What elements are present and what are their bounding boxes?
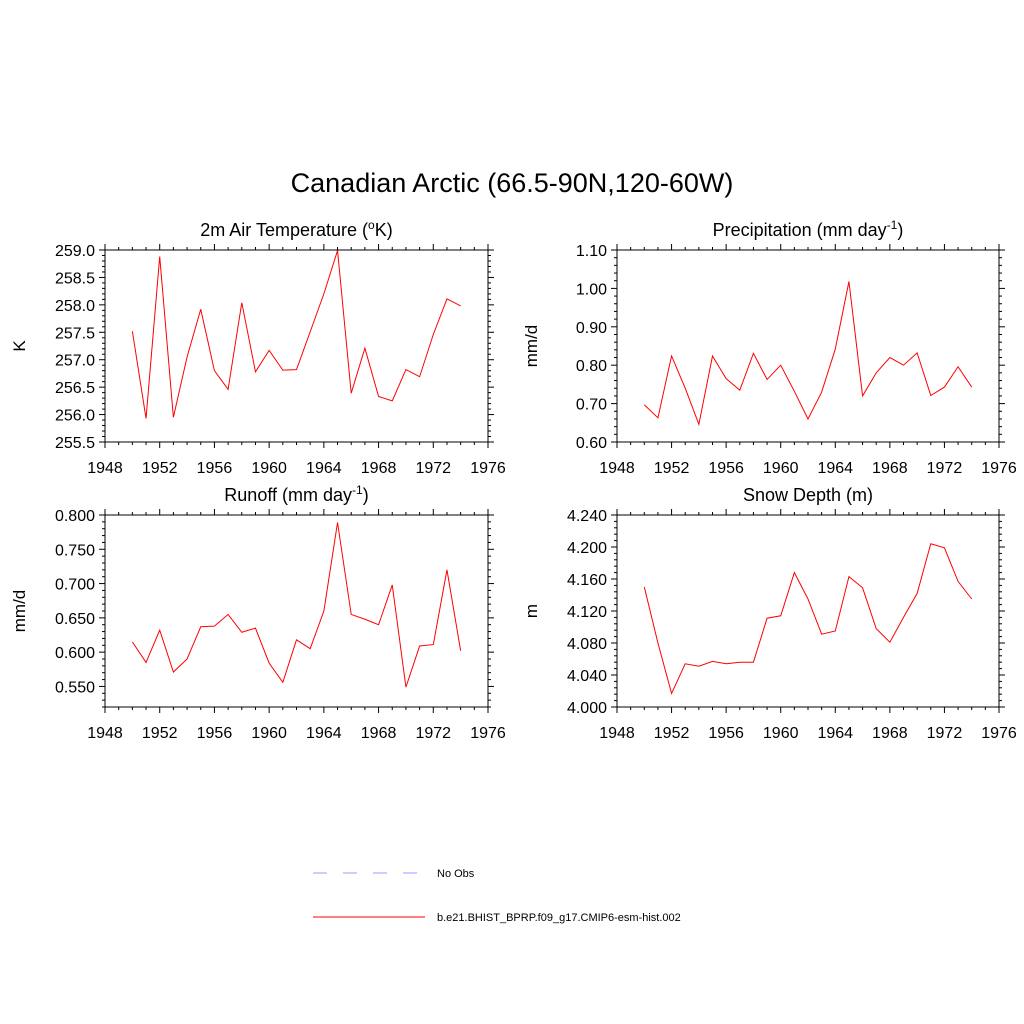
y-tick-label: 0.90 bbox=[576, 320, 607, 337]
y-tick-label: 255.5 bbox=[55, 435, 95, 452]
x-tick-label: 1964 bbox=[817, 725, 853, 742]
x-tick-label: 1968 bbox=[361, 725, 397, 742]
plot-frame bbox=[616, 514, 1000, 708]
x-tick-label: 1976 bbox=[981, 725, 1017, 742]
y-tick-label: 0.80 bbox=[576, 358, 607, 375]
x-tick-label: 1948 bbox=[599, 725, 635, 742]
y-tick-label: 4.160 bbox=[567, 572, 607, 589]
x-tick-label: 1972 bbox=[415, 725, 451, 742]
x-tick-label: 1976 bbox=[981, 460, 1017, 477]
panel-title: 2m Air Temperature (oK) bbox=[200, 218, 392, 240]
x-tick-label: 1960 bbox=[763, 725, 799, 742]
x-tick-label: 1956 bbox=[197, 725, 233, 742]
y-tick-label: 4.120 bbox=[567, 604, 607, 621]
x-tick-label: 1976 bbox=[470, 725, 506, 742]
y-tick-label: 4.240 bbox=[567, 508, 607, 525]
series-line bbox=[643, 281, 973, 427]
y-tick-label: 258.5 bbox=[55, 270, 95, 287]
y-tick-label: 0.650 bbox=[55, 611, 95, 628]
x-tick-label: 1952 bbox=[142, 460, 178, 477]
y-axis-label: K bbox=[10, 340, 29, 352]
panel-title: Precipitation (mm day-1) bbox=[713, 218, 904, 240]
y-tick-label: 256.5 bbox=[55, 380, 95, 397]
x-tick-label: 1972 bbox=[927, 460, 963, 477]
x-tick-label: 1968 bbox=[872, 725, 908, 742]
x-tick-label: 1968 bbox=[872, 460, 908, 477]
x-tick-label: 1952 bbox=[654, 460, 690, 477]
y-tick-label: 4.040 bbox=[567, 668, 607, 685]
y-tick-label: 4.200 bbox=[567, 540, 607, 557]
x-tick-label: 1960 bbox=[251, 460, 287, 477]
series-line bbox=[131, 522, 462, 688]
plot-frame bbox=[616, 249, 1000, 443]
panel-snow-depth: 1948 1952 1956 1960 1964 1968 1972 1976 4.000 4.0… bbox=[522, 485, 1017, 742]
x-tick-label: 1976 bbox=[470, 460, 506, 477]
y-axis-label: mm/d bbox=[522, 325, 541, 368]
y-tick-label: 0.700 bbox=[55, 577, 95, 594]
y-tick-label: 0.600 bbox=[55, 645, 95, 662]
legend: No Obs b.e21.BHIST_BPRP.f09_g17.CMIP6-es… bbox=[313, 868, 681, 924]
legend-label-model: b.e21.BHIST_BPRP.f09_g17.CMIP6-esm-hist.… bbox=[437, 912, 681, 924]
y-tick-label: 1.10 bbox=[576, 243, 607, 260]
x-tick-label: 1956 bbox=[708, 725, 744, 742]
x-tick-label: 1968 bbox=[361, 460, 397, 477]
x-tick-label: 1948 bbox=[87, 460, 123, 477]
panel-title: Runoff (mm day-1) bbox=[224, 483, 368, 505]
y-tick-label: 0.550 bbox=[55, 679, 95, 696]
x-tick-label: 1952 bbox=[142, 725, 178, 742]
panel-air-temperature: 1948 1952 1956 1960 1964 1968 1972 1976 255.5 256… bbox=[10, 218, 506, 477]
x-tick-label: 1956 bbox=[197, 460, 233, 477]
y-tick-label: 259.0 bbox=[55, 243, 95, 260]
y-tick-label: 257.5 bbox=[55, 325, 95, 342]
x-tick-label: 1964 bbox=[306, 460, 342, 477]
y-axis-label: mm/d bbox=[10, 590, 29, 633]
figure-title: Canadian Arctic (66.5-90N,120-60W) bbox=[290, 168, 734, 198]
y-tick-label: 1.00 bbox=[576, 281, 607, 298]
y-tick-label: 257.0 bbox=[55, 353, 95, 370]
x-tick-label: 1964 bbox=[306, 725, 342, 742]
y-tick-label: 256.0 bbox=[55, 408, 95, 425]
x-tick-label: 1960 bbox=[251, 725, 287, 742]
x-tick-label: 1972 bbox=[415, 460, 451, 477]
y-tick-label: 0.60 bbox=[576, 435, 607, 452]
x-tick-label: 1952 bbox=[654, 725, 690, 742]
x-tick-label: 1964 bbox=[817, 460, 853, 477]
y-axis-label: m bbox=[522, 604, 541, 618]
y-tick-label: 4.080 bbox=[567, 636, 607, 653]
panel-runoff: 1948 1952 1956 1960 1964 1968 1972 1976 0.550 0.6… bbox=[10, 483, 506, 742]
y-tick-label: 0.750 bbox=[55, 542, 95, 559]
plot-frame bbox=[104, 514, 489, 708]
panel-precipitation: 1948 1952 1956 1960 1964 1968 1972 1976 0.60 0.70… bbox=[522, 218, 1017, 477]
y-tick-label: 258.0 bbox=[55, 298, 95, 315]
x-tick-label: 1948 bbox=[599, 460, 635, 477]
x-tick-label: 1956 bbox=[708, 460, 744, 477]
x-tick-label: 1948 bbox=[87, 725, 123, 742]
series-line bbox=[643, 543, 973, 695]
plot-frame bbox=[104, 249, 489, 443]
y-tick-label: 0.800 bbox=[55, 508, 95, 525]
y-tick-label: 0.70 bbox=[576, 397, 607, 414]
legend-label-no-obs: No Obs bbox=[437, 868, 475, 880]
panel-title: Snow Depth (m) bbox=[743, 485, 873, 505]
series-line bbox=[131, 250, 461, 419]
x-tick-label: 1960 bbox=[763, 460, 799, 477]
y-tick-label: 4.000 bbox=[567, 700, 607, 717]
x-tick-label: 1972 bbox=[927, 725, 963, 742]
